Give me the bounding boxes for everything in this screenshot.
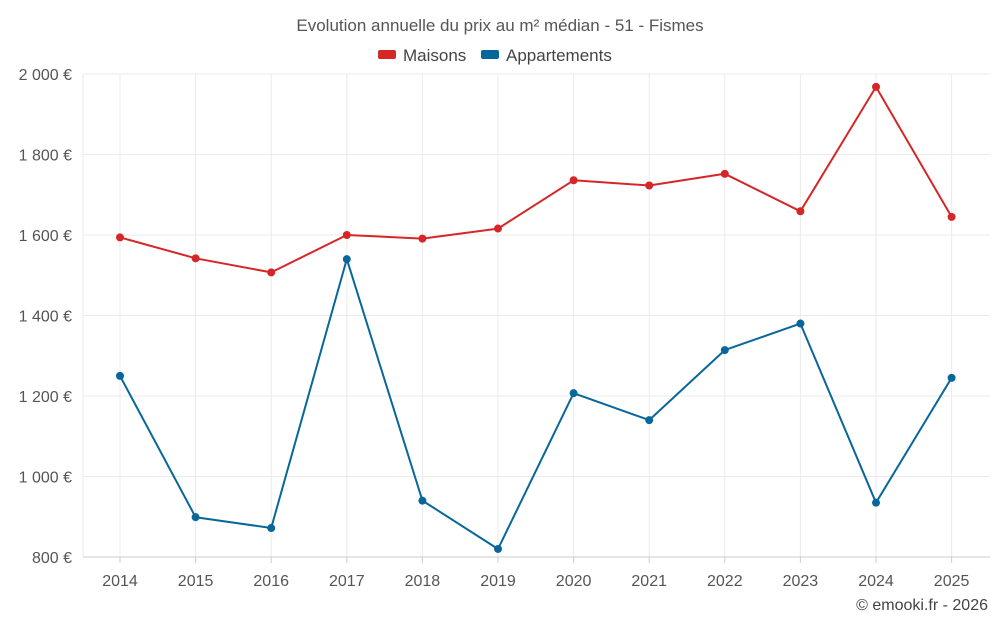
- y-tick-label: 1 400 €: [19, 309, 72, 326]
- data-point[interactable]: [267, 268, 276, 277]
- y-tick-label: 1 200 €: [19, 389, 72, 406]
- data-point[interactable]: [191, 513, 200, 522]
- chart-title: Evolution annuelle du prix au m² médian …: [296, 16, 703, 35]
- credit-label: © emooki.fr - 2026: [856, 597, 988, 614]
- x-tick-label: 2018: [405, 573, 441, 590]
- legend-swatch: [481, 50, 499, 59]
- data-point[interactable]: [872, 498, 880, 507]
- series-line: [119, 85, 953, 274]
- data-point[interactable]: [418, 234, 427, 243]
- data-point[interactable]: [191, 254, 200, 263]
- x-tick-label: 2014: [102, 573, 138, 590]
- series-line: [119, 258, 953, 550]
- x-tick-label: 2021: [631, 573, 667, 590]
- y-tick-label: 2 000 €: [19, 67, 72, 84]
- series-appartements: [116, 255, 956, 553]
- data-point[interactable]: [872, 82, 880, 91]
- data-point[interactable]: [116, 233, 124, 242]
- data-point[interactable]: [116, 371, 124, 380]
- data-point[interactable]: [720, 346, 729, 355]
- y-axis: 800 € 1 000 € 1 200 € 1 400 € 1 600 € 1 800 €…: [19, 67, 72, 567]
- data-point[interactable]: [494, 224, 502, 233]
- x-tick-label: 2015: [178, 573, 214, 590]
- x-axis: 2014 2015 2016 2017 2018 2019 2020 2021 2022 2023…: [83, 556, 990, 590]
- x-tick-label: 2019: [480, 573, 516, 590]
- y-tick-label: 800 €: [32, 550, 72, 567]
- legend: Maisons Appartements: [378, 46, 612, 65]
- y-tick-label: 1 800 €: [19, 148, 72, 165]
- x-tick-label: 2025: [934, 573, 970, 590]
- data-point[interactable]: [569, 389, 578, 398]
- data-point[interactable]: [569, 176, 578, 185]
- data-point[interactable]: [418, 496, 427, 505]
- x-tick-label: 2023: [783, 573, 819, 590]
- x-tick-label: 2016: [253, 573, 289, 590]
- data-point[interactable]: [796, 319, 805, 328]
- data-point[interactable]: [645, 416, 654, 425]
- data-point[interactable]: [494, 544, 502, 553]
- data-point[interactable]: [796, 207, 805, 216]
- data-point[interactable]: [947, 373, 956, 382]
- y-tick-label: 1 000 €: [19, 470, 72, 487]
- data-point[interactable]: [342, 231, 351, 239]
- gridlines: [82, 73, 990, 557]
- legend-label: Appartements: [506, 46, 612, 65]
- x-tick-label: 2017: [329, 573, 365, 590]
- data-point[interactable]: [720, 169, 729, 178]
- x-tick-label: 2020: [556, 573, 592, 590]
- x-tick-label: 2022: [707, 573, 743, 590]
- series-maisons: [116, 82, 956, 277]
- data-point[interactable]: [645, 181, 654, 190]
- data-point[interactable]: [267, 524, 276, 533]
- y-tick-label: 1 600 €: [19, 228, 72, 245]
- legend-swatch: [378, 50, 396, 59]
- series-layer: [116, 82, 956, 553]
- data-point[interactable]: [947, 212, 956, 221]
- x-tick-label: 2024: [858, 573, 894, 590]
- data-point[interactable]: [342, 255, 351, 264]
- legend-label: Maisons: [403, 46, 466, 65]
